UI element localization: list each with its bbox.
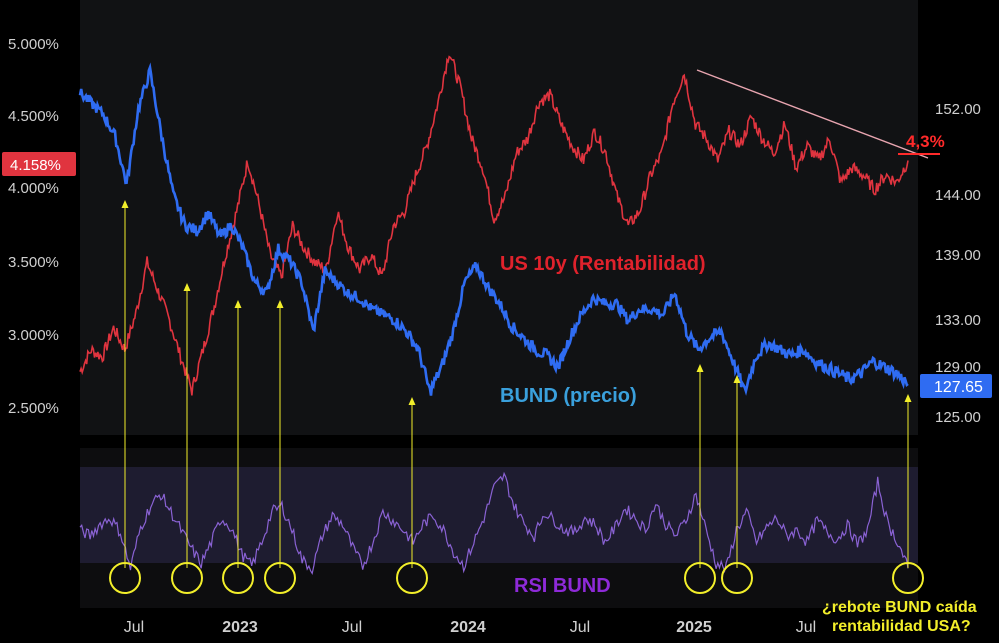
rsi-series-line — [79, 471, 909, 575]
left-tick-label: 4.000% — [8, 180, 59, 197]
right-tick-label: 144.00 — [935, 187, 981, 204]
bund-series-line — [78, 62, 909, 396]
question-line-2: rentabilidad USA? — [832, 618, 971, 635]
annotation-arrowhead — [234, 300, 242, 308]
right-tick-label: 129.00 — [935, 359, 981, 376]
annotation-arrowhead — [408, 397, 416, 405]
main-panel — [80, 0, 918, 435]
rsi-low-circle — [721, 562, 753, 594]
rsi-low-circle — [892, 562, 924, 594]
right-tick-label: 152.00 — [935, 101, 981, 118]
current-yield-tag — [2, 152, 76, 176]
right-tick-label: 139.00 — [935, 247, 981, 264]
rsi-low-circle — [222, 562, 254, 594]
left-tick-label: 2.500% — [8, 400, 59, 417]
yield-series-line — [79, 55, 909, 396]
x-tick-label: 2023 — [222, 619, 258, 636]
rsi-band — [80, 467, 918, 563]
current-bund-label: 127.65 — [934, 379, 983, 396]
x-tick-label: 2025 — [676, 619, 712, 636]
current-bund-tag — [920, 374, 992, 398]
annotation-arrowhead — [904, 394, 912, 402]
bund-series-label: BUND (precio) — [500, 385, 637, 407]
series-layer — [78, 55, 909, 575]
annotation-arrowhead — [276, 300, 284, 308]
yield-series-label: US 10y (Rentabilidad) — [500, 253, 706, 275]
x-tick-label: Jul — [342, 619, 362, 636]
left-tick-label: 3.500% — [8, 254, 59, 271]
right-axis: 152.00 144.00 139.00 133.00 129.00 125.00 — [935, 101, 981, 426]
right-tick-label: 133.00 — [935, 312, 981, 329]
annotation-layer — [109, 69, 940, 594]
trendline-label: 4,3% — [906, 132, 945, 151]
annotation-arrowhead — [183, 283, 191, 291]
x-tick-label: Jul — [124, 619, 144, 636]
current-yield-label: 4.158% — [10, 157, 61, 174]
rsi-low-circle — [684, 562, 716, 594]
left-tick-label: 4.500% — [8, 108, 59, 125]
rsi-low-circle — [396, 562, 428, 594]
right-tick-label: 125.00 — [935, 409, 981, 426]
x-tick-label: Jul — [796, 619, 816, 636]
annotation-arrowhead — [121, 200, 129, 208]
x-axis: Jul 2023 Jul 2024 Jul 2025 Jul — [124, 619, 816, 636]
yield-trendline — [696, 69, 929, 159]
rsi-low-circle — [264, 562, 296, 594]
rsi-low-circle — [171, 562, 203, 594]
left-axis: 5.000% 4.500% 4.000% 3.500% 3.000% 2.500% — [8, 36, 59, 417]
rsi-low-circle — [109, 562, 141, 594]
left-tick-label: 3.000% — [8, 327, 59, 344]
rsi-series-label: RSI BUND — [514, 575, 611, 597]
annotation-arrowhead — [733, 375, 741, 383]
annotation-arrowhead — [696, 364, 704, 372]
question-line-1: ¿rebote BUND caída — [822, 599, 977, 616]
x-tick-label: Jul — [570, 619, 590, 636]
x-tick-label: 2024 — [450, 619, 486, 636]
left-tick-label: 5.000% — [8, 36, 59, 53]
